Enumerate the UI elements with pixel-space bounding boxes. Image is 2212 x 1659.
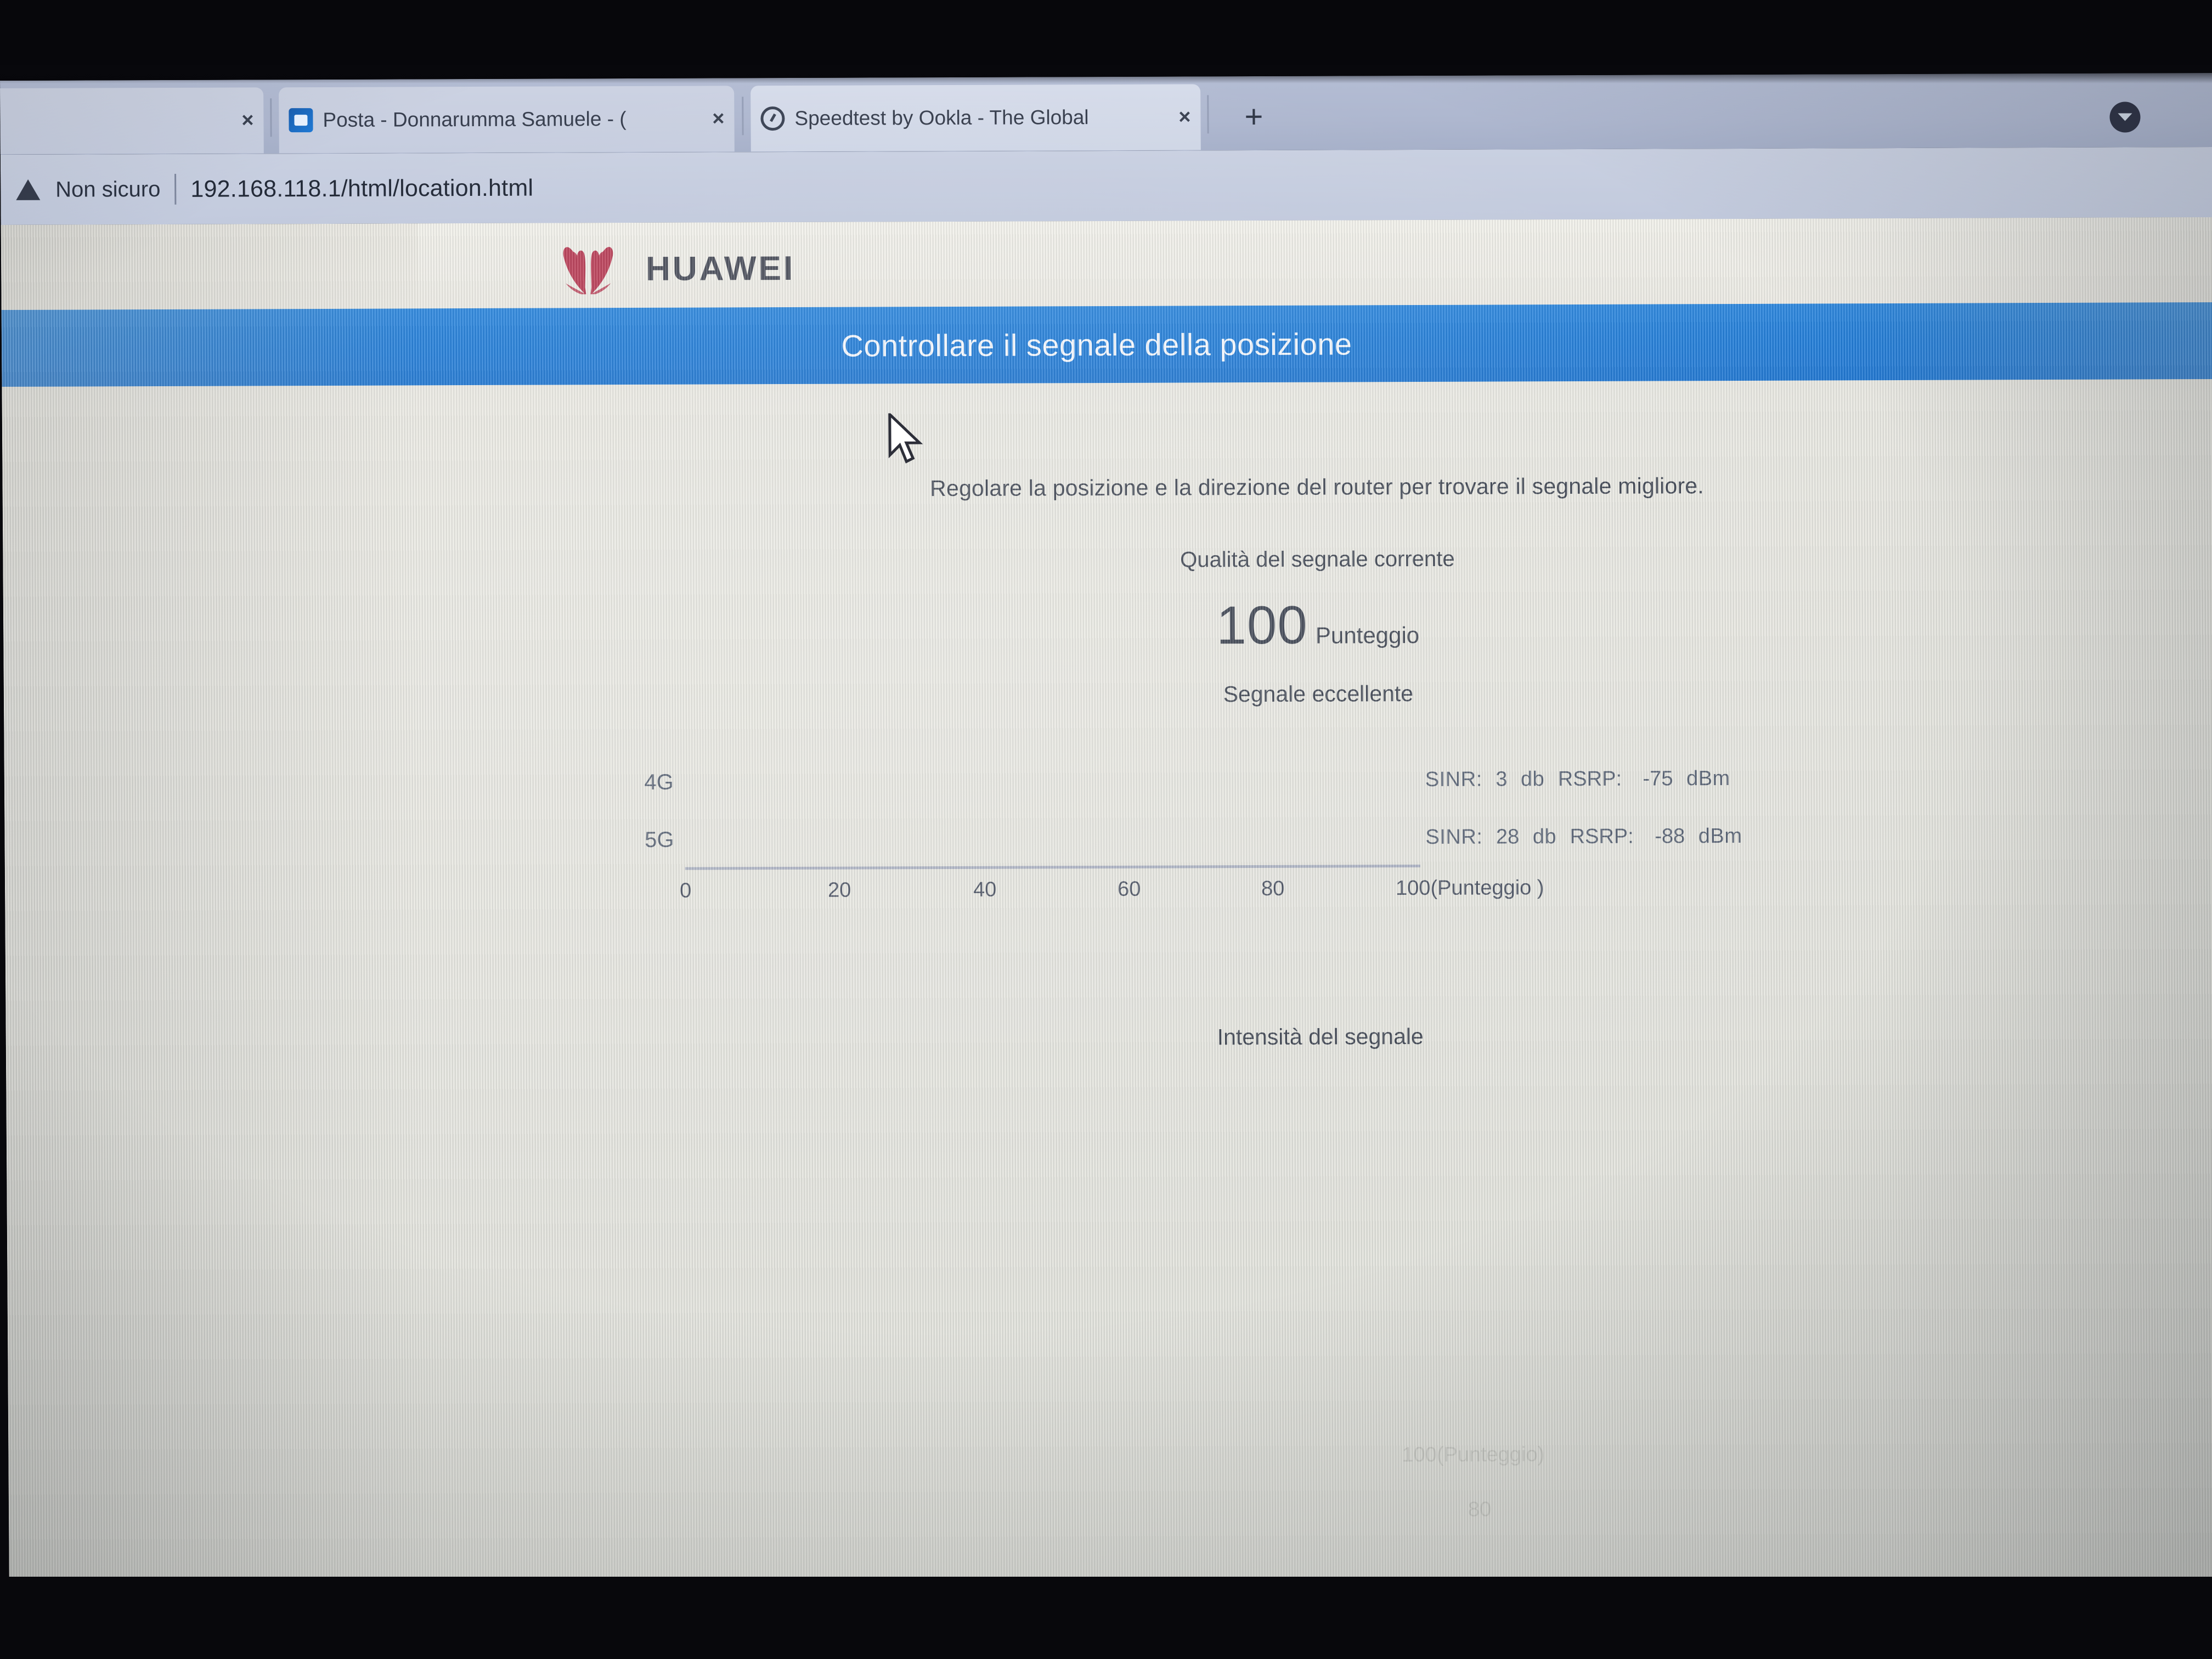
axis-tick-60: 60 [1117, 877, 1141, 901]
signal-strength-section-title: Intensità del segnale [1217, 1023, 1424, 1050]
huawei-header: HUAWEI [417, 217, 2212, 309]
instruction-text: Regolare la posizione e la direzione del… [930, 473, 1705, 501]
axis-tick-20: 20 [827, 878, 851, 902]
monitor-bezel-bottom [0, 1577, 2212, 1659]
sinr-key: SINR: [1425, 768, 1482, 791]
signal-verdict: Segnale eccellente [1223, 681, 1414, 707]
chevron-down-icon [2118, 113, 2132, 121]
chart-metrics-5g: SINR: 28 db RSRP: -88 dBm [1425, 824, 1742, 849]
tab-close-icon[interactable]: × [712, 106, 725, 131]
score-unit-label: Punteggio [1315, 622, 1420, 648]
rsrp-key: RSRP: [1570, 825, 1634, 848]
chart-axis-labels: 0 20 40 60 80 100(Punteggio ) [422, 874, 2212, 913]
speedtest-icon [760, 106, 785, 131]
tab-close-icon[interactable]: × [241, 108, 254, 132]
new-tab-button[interactable]: + [1244, 99, 1263, 135]
chart-metrics-4g: SINR: 3 db RSRP: -75 dBm [1425, 767, 1730, 792]
huawei-flower-logo [547, 239, 630, 299]
tab-close-icon[interactable]: × [1178, 105, 1191, 129]
score-value: 100 [1216, 594, 1308, 656]
rsrp-unit: dBm [1686, 766, 1730, 790]
axis-tick-40: 40 [973, 878, 997, 901]
sinr-unit: db [1520, 767, 1545, 791]
rsrp-key: RSRP: [1558, 767, 1622, 791]
chart-row-5g: 5G SINR: 28 db RSRP: -88 dBm [421, 815, 2212, 860]
page-viewport: HUAWEI Controllare il segnale della posi… [1, 217, 2212, 1602]
omnibox-bar[interactable]: Non sicuro 192.168.118.1/html/location.h… [0, 146, 2212, 225]
viewport-left-shade [1, 223, 426, 1602]
axis-tick-80: 80 [1261, 877, 1285, 901]
sinr-value: 28 [1496, 825, 1520, 849]
mail-icon [289, 108, 313, 133]
screen-area: dband × Posta - Donnarumma Samuele - ( ×… [0, 72, 2212, 1659]
chart-row-4g: 4G SINR: 3 db RSRP: -75 dBm [421, 758, 2212, 802]
chart-track [685, 821, 1414, 856]
rsrp-unit: dBm [1698, 824, 1742, 848]
tab-separator [1207, 95, 1209, 134]
rsrp-value: -75 [1643, 766, 1673, 791]
security-status-label: Non sicuro [55, 177, 161, 202]
browser-tabstrip: dband × Posta - Donnarumma Samuele - ( ×… [0, 72, 2212, 155]
chart-track [685, 764, 1414, 798]
score-group: 100 Punteggio [420, 591, 2212, 659]
signal-bar-chart: 4G SINR: 3 db RSRP: -75 dBm [421, 758, 2212, 945]
browser-tab-1[interactable]: Posta - Donnarumma Samuele - ( × [279, 86, 735, 154]
chart-axis-line [685, 865, 1420, 870]
axis-tick-0: 0 [679, 879, 692, 902]
tab-title: Posta - Donnarumma Samuele - ( [323, 108, 627, 131]
ghost-axis-label: 100(Punteggio) [1402, 1443, 1545, 1467]
address-input[interactable]: 192.168.118.1/html/location.html [190, 174, 534, 202]
warning-triangle-icon [16, 179, 41, 200]
ghost-axis-tick: 80 [1468, 1498, 1492, 1521]
page-title: Controllare il segnale della posizione [841, 326, 1352, 363]
rsrp-value: -88 [1655, 824, 1685, 848]
chart-category-label: 5G [644, 827, 674, 852]
page-title-banner: Controllare il segnale della posizione [1, 302, 2212, 387]
tab-title: Speedtest by Ookla - The Global [794, 106, 1089, 129]
huawei-flower-svg [563, 247, 613, 295]
sinr-value: 3 [1496, 767, 1508, 791]
brand-wordmark: HUAWEI [645, 249, 795, 288]
browser-tab-0[interactable]: dband × [0, 87, 264, 155]
brand-logo-group: HUAWEI [547, 239, 795, 299]
signal-quality-label: Qualità del segnale corrente [1180, 546, 1455, 572]
chart-category-label: 4G [644, 770, 674, 794]
axis-tick-100: 100(Punteggio ) [1395, 876, 1544, 900]
page-content: Regolare la posizione e la direzione del… [419, 379, 2212, 1600]
sinr-unit: db [1532, 825, 1557, 848]
bezel-sheen [0, 65, 2212, 83]
cursor-arrow-icon [888, 413, 923, 464]
browser-tab-2[interactable]: Speedtest by Ookla - The Global × [751, 84, 1201, 152]
sinr-key: SINR: [1425, 825, 1483, 849]
omnibox-divider [174, 173, 177, 205]
tab-search-button[interactable] [2109, 101, 2141, 133]
tab-separator [742, 97, 744, 136]
tab-separator [270, 98, 272, 137]
tab-title: dband [0, 109, 233, 133]
